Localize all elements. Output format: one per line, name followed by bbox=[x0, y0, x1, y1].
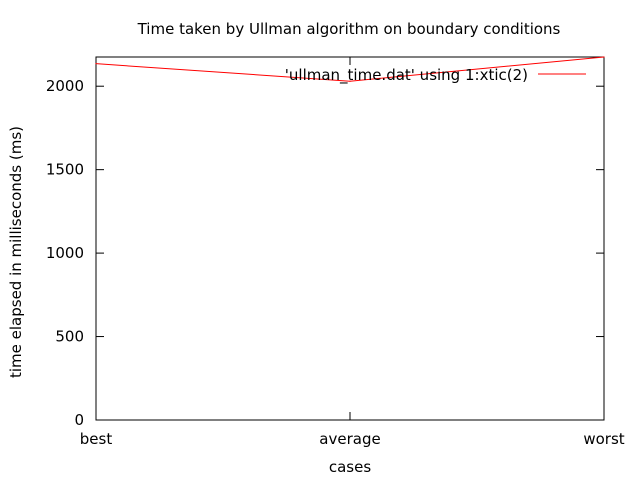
legend: 'ullman_time.dat' using 1:xtic(2) bbox=[285, 66, 586, 85]
x-tick-label: average bbox=[319, 430, 380, 448]
data-point bbox=[95, 63, 97, 65]
y-ticks: 0 500 1000 1500 2000 bbox=[46, 77, 604, 429]
x-ticks: best average worst bbox=[80, 57, 625, 448]
series-layer bbox=[95, 56, 605, 82]
y-tick-label: 1000 bbox=[46, 244, 84, 262]
legend-label: 'ullman_time.dat' using 1:xtic(2) bbox=[285, 66, 528, 85]
data-point bbox=[349, 80, 351, 82]
y-tick-label: 1500 bbox=[46, 161, 84, 179]
chart-title: Time taken by Ullman algorithm on bounda… bbox=[137, 20, 561, 38]
plot-frame bbox=[95, 56, 605, 421]
x-axis-label: cases bbox=[329, 458, 371, 476]
y-tick-label: 0 bbox=[74, 411, 84, 429]
data-point bbox=[603, 56, 605, 58]
y-tick-label: 500 bbox=[55, 328, 84, 346]
y-axis-label: time elapsed in milliseconds (ms) bbox=[7, 126, 25, 378]
x-tick-label: best bbox=[80, 430, 113, 448]
y-tick-label: 2000 bbox=[46, 77, 84, 95]
x-tick-label: worst bbox=[583, 430, 624, 448]
